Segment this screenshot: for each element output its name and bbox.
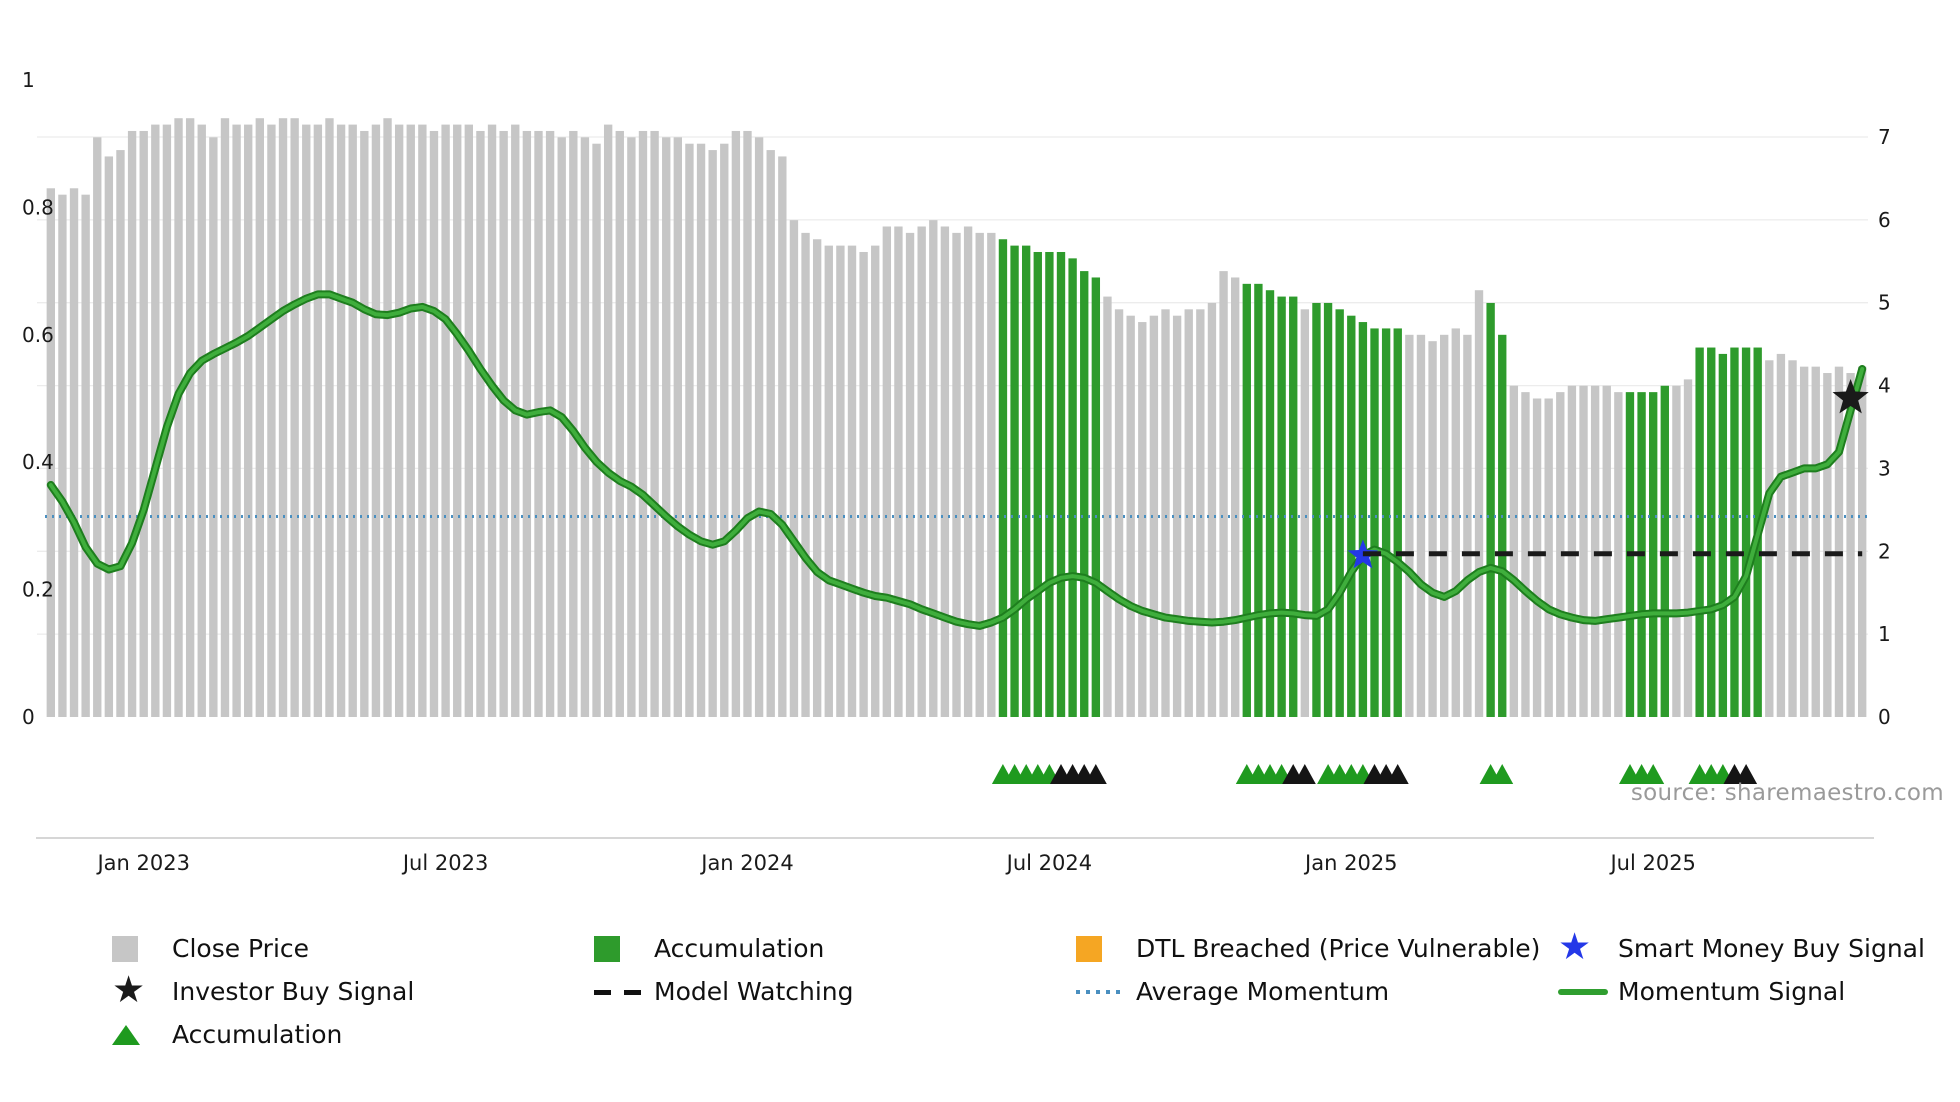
average-momentum-line-icon (1076, 990, 1126, 994)
svg-text:7: 7 (1878, 125, 1891, 149)
svg-text:6: 6 (1878, 208, 1891, 232)
svg-text:Jan 2023: Jan 2023 (95, 851, 190, 875)
model-watching-line-icon (594, 989, 644, 995)
accumulation-swatch (594, 936, 620, 962)
svg-text:1: 1 (1878, 622, 1891, 646)
momentum-line (48, 292, 1865, 628)
legend-label: Close Price (172, 934, 310, 963)
legend-item-model-watching[interactable]: Model Watching (594, 977, 1076, 1007)
svg-text:Jul 2024: Jul 2024 (1005, 851, 1092, 875)
legend-label: Accumulation (172, 1020, 343, 1049)
momentum-line-icon (1558, 989, 1608, 995)
legend-item-smart-money[interactable]: ★ Smart Money Buy Signal (1558, 925, 1925, 968)
investor-buy-star (1832, 379, 1869, 414)
smart-money-buy-star (1347, 539, 1379, 569)
legend-item-average-momentum[interactable]: Average Momentum (1076, 977, 1558, 1007)
source-credit: source: sharemaestro.com (1630, 780, 1944, 806)
svg-text:4: 4 (1878, 374, 1891, 398)
investor-markers (1050, 764, 1758, 784)
svg-text:5: 5 (1878, 291, 1891, 315)
svg-text:0.2: 0.2 (22, 578, 54, 602)
svg-text:1: 1 (22, 68, 35, 92)
legend-item-momentum-signal[interactable]: Momentum Signal (1558, 977, 1925, 1007)
close-price-bars (46, 118, 1867, 718)
legend: Close Price Accumulation DTL Breached (P… (112, 925, 1925, 1050)
svg-text:0: 0 (22, 705, 35, 729)
legend-item-accumulation-marker[interactable]: Accumulation (112, 1020, 594, 1050)
investor-star-icon: ★ (112, 968, 146, 1011)
price-momentum-chart: 0 0.2 0.4 0.6 0.8 1 0 1 2 3 4 5 6 7 Jan 2023 Jul 2023 Ja… (22, 68, 1891, 875)
svg-text:3: 3 (1878, 456, 1891, 480)
legend-label: Momentum Signal (1618, 977, 1846, 1006)
svg-text:0.8: 0.8 (22, 195, 54, 219)
legend-item-dtl-breached[interactable]: DTL Breached (Price Vulnerable) (1076, 934, 1558, 964)
svg-text:0.4: 0.4 (22, 450, 54, 474)
svg-text:Jan 2025: Jan 2025 (1303, 851, 1398, 875)
legend-item-accumulation-bar[interactable]: Accumulation (594, 934, 1076, 964)
svg-text:0.6: 0.6 (22, 323, 54, 347)
legend-label: Model Watching (654, 977, 854, 1006)
legend-item-investor-buy[interactable]: ★ Investor Buy Signal (112, 968, 594, 1011)
legend-label: Accumulation (654, 934, 825, 963)
accumulation-triangle-icon (112, 1025, 140, 1045)
svg-text:Jan 2024: Jan 2024 (699, 851, 794, 875)
accumulation-markers (991, 764, 1734, 784)
legend-label: DTL Breached (Price Vulnerable) (1136, 934, 1541, 963)
smart-money-star-icon: ★ (1558, 925, 1592, 968)
legend-item-close-price[interactable]: Close Price (112, 934, 594, 964)
dtl-breached-swatch (1076, 936, 1102, 962)
legend-label: Investor Buy Signal (172, 977, 415, 1006)
close-price-swatch (112, 936, 138, 962)
legend-label: Average Momentum (1136, 977, 1390, 1006)
axis-tick-labels: 0 0.2 0.4 0.6 0.8 1 0 1 2 3 4 5 6 7 Jan 2023 Jul 2023 Ja… (22, 68, 1891, 875)
svg-text:Jul 2023: Jul 2023 (401, 851, 488, 875)
svg-text:0: 0 (1878, 705, 1891, 729)
svg-text:2: 2 (1878, 539, 1891, 563)
svg-text:Jul 2025: Jul 2025 (1608, 851, 1695, 875)
legend-label: Smart Money Buy Signal (1618, 934, 1925, 963)
